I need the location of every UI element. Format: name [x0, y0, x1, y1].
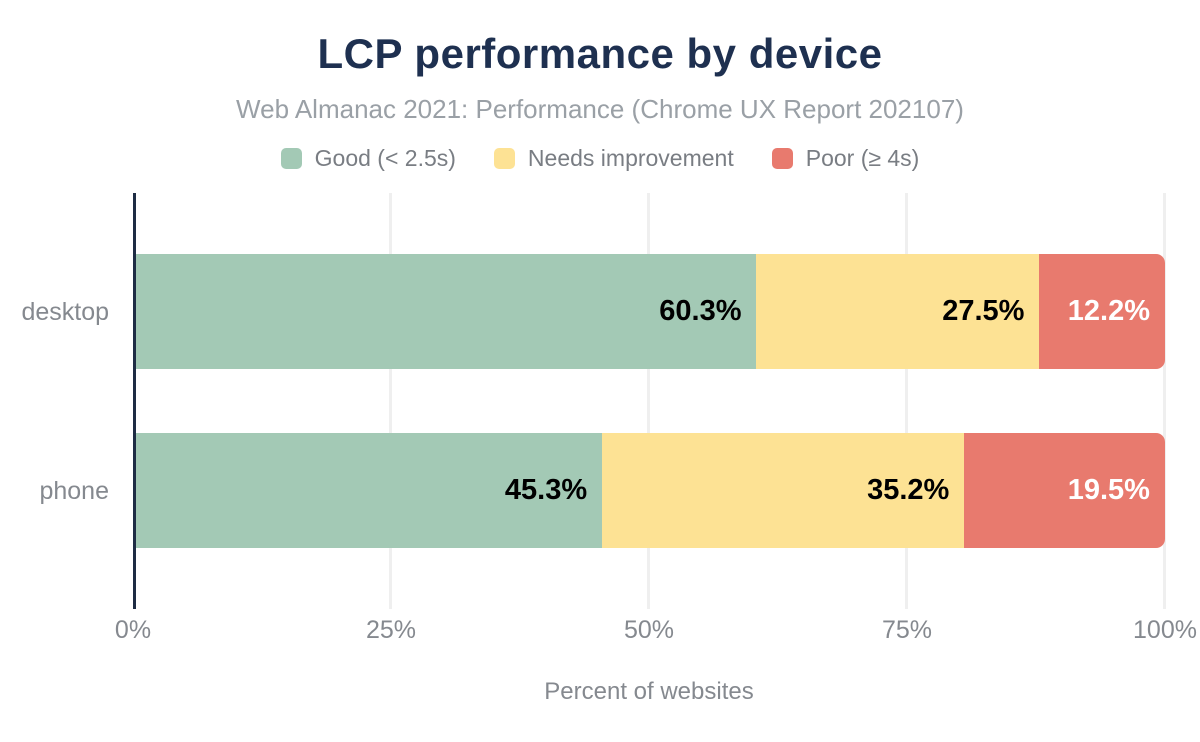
bar-segment: 35.2%: [602, 433, 965, 548]
segment-value-label: 27.5%: [942, 295, 1025, 327]
bar-phone: 45.3% 35.2% 19.5%: [136, 433, 1165, 548]
chart-subtitle: Web Almanac 2021: Performance (Chrome UX…: [236, 94, 964, 124]
gridline: [905, 193, 908, 609]
bar-segment: 12.2%: [1039, 254, 1165, 369]
x-axis-tick: 50%: [623, 616, 675, 644]
y-axis-line: [133, 193, 136, 609]
bar-desktop: 60.3% 27.5% 12.2%: [136, 254, 1165, 369]
gridline: [647, 193, 650, 609]
gridline: [389, 193, 392, 609]
segment-value-label: 60.3%: [659, 295, 742, 327]
bar-segment: 60.3%: [136, 254, 757, 369]
x-axis-tick: 0%: [114, 616, 152, 644]
legend-label: Good (< 2.5s): [314, 145, 456, 171]
y-axis-label-desktop: desktop: [21, 297, 109, 326]
bar-segment: 19.5%: [964, 433, 1165, 548]
y-axis-label-phone: phone: [39, 476, 109, 505]
y-axis-labels: desktop phone: [0, 193, 121, 609]
x-axis-ticks: 0% 25% 50% 75% 100%: [115, 616, 1197, 646]
x-axis-tick: 100%: [1133, 616, 1197, 644]
segment-value-label: 45.3%: [504, 474, 588, 506]
legend-swatch-icon: [771, 148, 793, 169]
x-axis-tick: 75%: [881, 616, 933, 644]
legend-swatch-icon: [280, 148, 302, 169]
legend-swatch-icon: [493, 148, 515, 169]
gridline: [1163, 193, 1166, 609]
bar-segment: 27.5%: [756, 254, 1040, 369]
x-axis-title: Percent of websites: [544, 678, 754, 705]
segment-value-label: 35.2%: [867, 474, 950, 506]
plot-area: 60.3% 27.5% 12.2% 45.3% 35.2% 19.5%: [133, 193, 1166, 609]
legend-label: Poor (≥ 4s): [805, 145, 920, 171]
segment-value-label: 12.2%: [1067, 295, 1150, 327]
legend-item: Poor (≥ 4s): [771, 145, 920, 172]
chart-title: LCP performance by device: [317, 30, 883, 77]
segment-value-label: 19.5%: [1067, 474, 1150, 506]
legend-item: Good (< 2.5s): [280, 145, 456, 172]
legend-label: Needs improvement: [527, 145, 734, 171]
legend-item: Needs improvement: [493, 145, 734, 172]
bar-segment: 45.3%: [136, 433, 603, 548]
x-axis-tick: 25%: [365, 616, 417, 644]
legend: Good (< 2.5s) Needs improvement Poor (≥ 4s…: [0, 145, 1200, 172]
bars: 60.3% 27.5% 12.2% 45.3% 35.2% 19.5%: [136, 193, 1165, 609]
